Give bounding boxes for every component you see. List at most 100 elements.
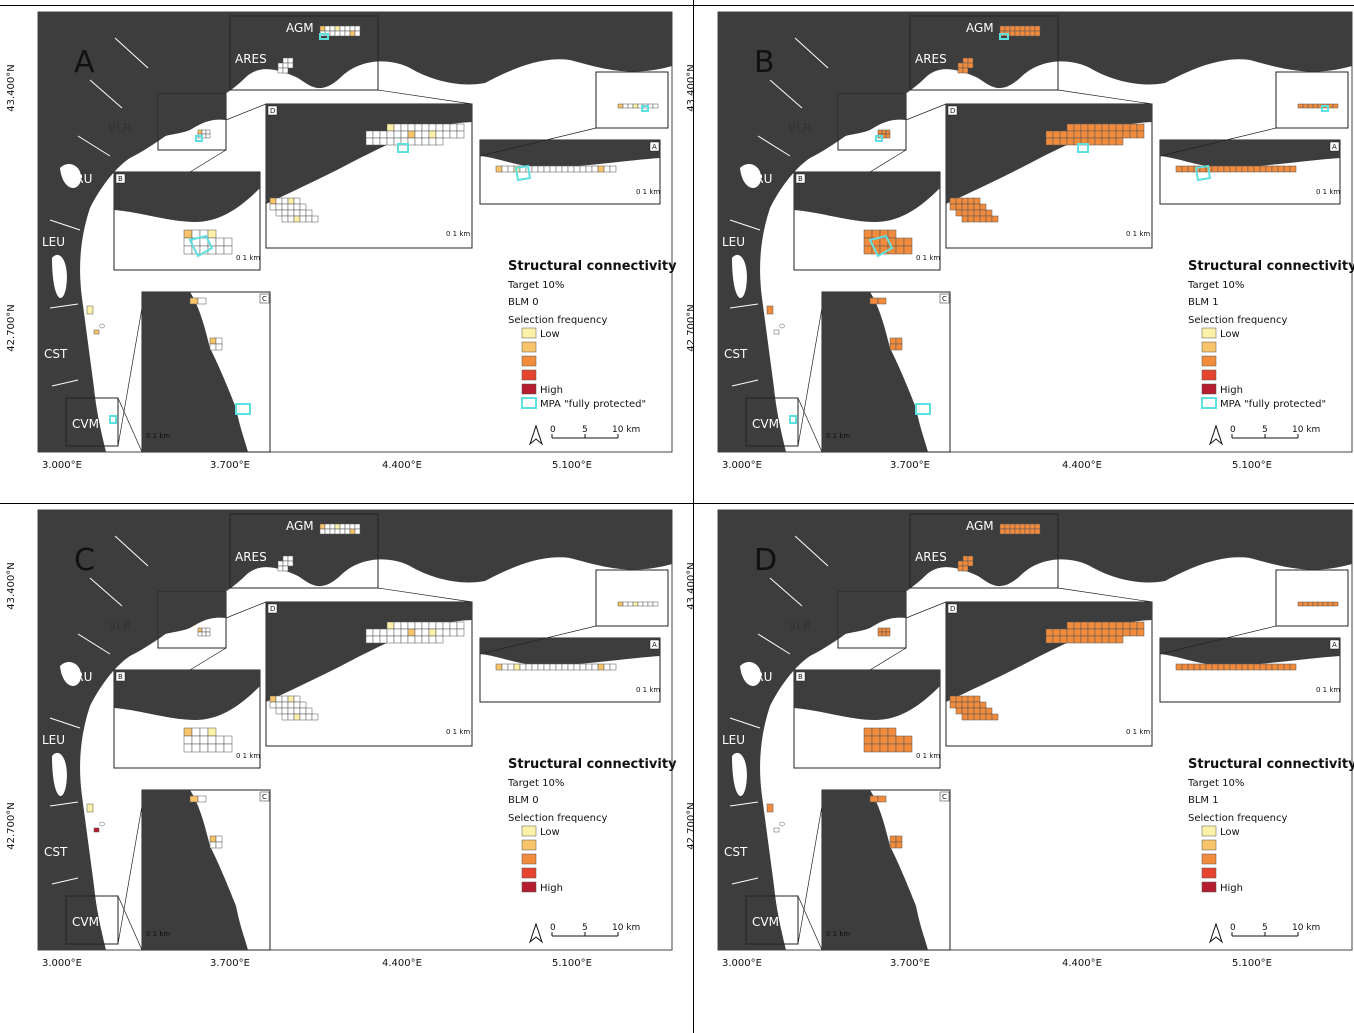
legend-freq-title: Selection frequency [1188,315,1288,326]
planning-unit [215,743,225,753]
planning-unit [275,701,283,709]
planning-unit [1277,165,1285,173]
boundary-line [769,79,803,109]
planning-unit [1193,663,1201,671]
planning-unit [393,635,402,644]
planning-unit [519,663,527,671]
planning-unit [365,628,374,637]
planning-unit [1108,635,1117,644]
mpa-outline [188,234,214,258]
inset-d-scale: 0 1 km [446,230,470,238]
planning-unit [863,229,873,239]
legend-target: Target 10% [507,280,564,291]
planning-unit [1101,628,1110,637]
planning-unit [973,215,981,223]
planning-unit [1024,523,1031,530]
planning-unit [1115,628,1124,637]
site-label-vlr: VLR [108,121,131,135]
inset-connector [117,805,143,945]
planning-unit [442,621,451,630]
planning-unit [407,130,416,139]
planning-unit [889,343,897,351]
planning-unit [967,203,975,211]
planning-unit [1094,137,1103,146]
inset-c-scale: 0 1 km [826,432,850,440]
scale-label-5: 5 [582,923,588,933]
legend-swatch [1201,327,1217,339]
legend-title: Structural connectivity [508,757,677,772]
planning-unit [879,735,889,745]
scale-label-5: 5 [582,425,588,435]
planning-unit [275,203,283,211]
planning-unit [311,713,319,721]
planning-unit [1199,663,1207,671]
offshore-patch [779,323,785,329]
lon-label: 3.000°E [722,958,762,969]
planning-unit [414,635,423,644]
inset-c-units-top [189,297,207,305]
planning-unit [400,130,409,139]
boundary-line [51,877,79,885]
lat-label-top: 43.400°N [6,562,17,609]
inset-d-scale: 0 1 km [446,728,470,736]
planning-unit [201,129,207,135]
planning-unit [334,25,341,32]
inset-d-tag-box [267,105,278,116]
mpa-outline [235,403,251,415]
boundary-line [731,877,759,885]
planning-unit [1175,663,1183,671]
planning-unit [305,215,313,223]
vertical-divider [693,0,694,1033]
planning-unit [442,123,451,132]
planning-unit [197,297,207,305]
legend-swatch [1201,355,1217,367]
planning-unit [207,735,217,745]
planning-unit [1029,25,1036,32]
planning-unit [973,197,981,205]
map-svg: BGRULEUCSTVLRAGMARESAGDPMCBCVMD0 1 kmA0 … [686,11,1354,471]
planning-unit [287,62,294,69]
planning-unit [421,628,430,637]
planning-unit [421,123,430,132]
boundary-line [794,535,829,567]
inset-tag-c: C [942,793,947,801]
legend-target: Target 10% [1187,280,1244,291]
planning-unit [435,123,444,132]
planning-unit [1307,103,1314,109]
planning-unit [456,621,465,630]
inset-tag-d: D [270,605,275,613]
planning-unit [1115,137,1124,146]
site-label-gru: GRU [66,172,92,186]
planning-unit [949,197,957,205]
legend-low: Low [1220,329,1240,340]
planning-unit [887,727,897,737]
legend-swatch [521,881,537,893]
planning-unit [1122,621,1131,630]
legend-blm: BLM 1 [1188,795,1219,806]
planning-unit [207,743,217,753]
planning-unit [334,528,341,535]
inset-connector [905,103,947,121]
north-arrow-icon [1208,424,1224,446]
inset-c-units-mid [889,337,903,351]
planning-unit [1073,123,1082,132]
planning-unit [428,130,437,139]
planning-unit [379,628,388,637]
planning-unit [197,795,207,803]
legend-title: Structural connectivity [1188,259,1354,274]
planning-unit [1059,137,1068,146]
planning-unit [879,727,889,737]
planning-unit [281,197,289,205]
scale-label-0: 0 [550,923,556,933]
planning-unit [585,663,593,671]
inset-connector [189,149,227,173]
planning-unit [334,30,341,37]
planning-unit [414,123,423,132]
planning-unit [895,841,903,849]
planning-unit [632,601,639,607]
planning-unit [579,165,587,173]
mpa-outline [195,135,203,142]
planning-unit [344,523,351,530]
legend-swatch [1201,369,1217,381]
map-panel-a: AGRULEUCSTVLRAGMARESAGDPMCBCVMD0 1 kmA0 … [6,8,677,478]
